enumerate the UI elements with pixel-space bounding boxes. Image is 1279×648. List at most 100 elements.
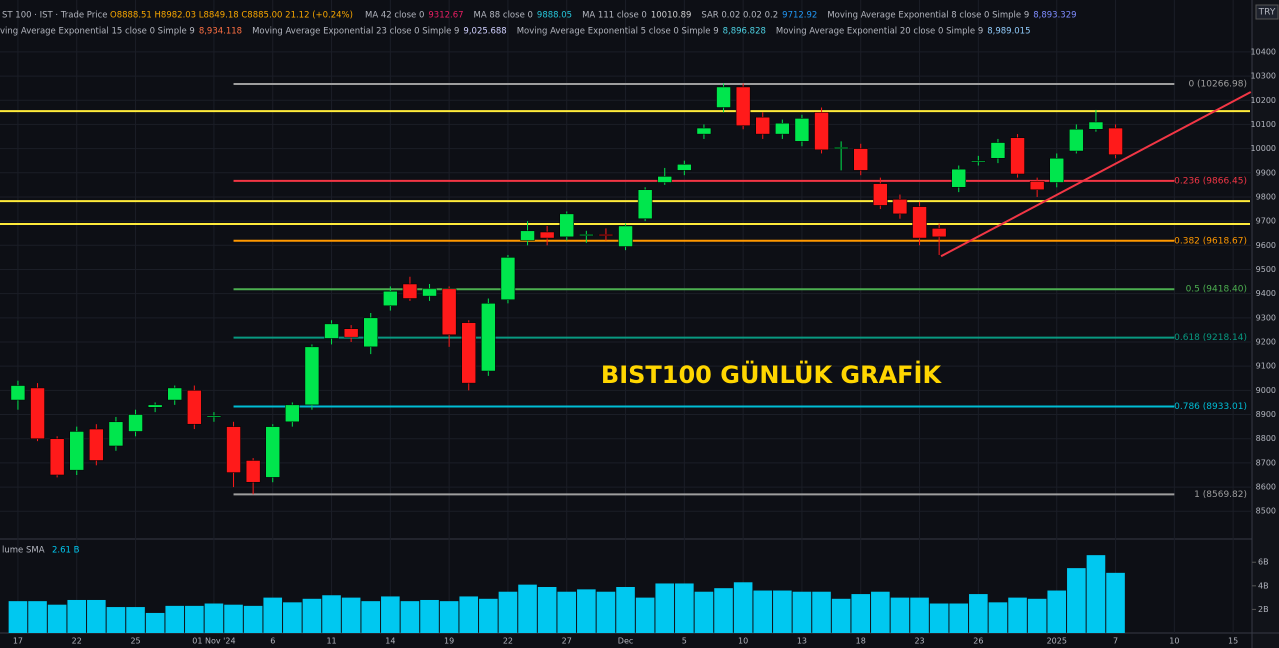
volume-bar [1047, 590, 1067, 633]
y-tick-label: 9500 [1256, 265, 1276, 274]
candle-body [402, 283, 418, 299]
candle-body [324, 323, 339, 339]
candle-body [343, 328, 359, 338]
fib-label: 0.786 (8933.01) [1174, 402, 1247, 412]
indicator-value: 8,989.015 [987, 27, 1030, 37]
indicator-name: MA 88 close 0 [474, 11, 533, 21]
candle-body [1108, 127, 1123, 155]
indicator-value: 8,896.828 [723, 27, 766, 37]
candle-body [89, 428, 104, 461]
candle-body [167, 387, 182, 401]
volume-bar [381, 596, 400, 633]
y-tick-label: 8900 [1256, 410, 1276, 419]
candle-body [520, 230, 535, 241]
volume-bar [694, 591, 714, 633]
volume-bar [831, 598, 851, 633]
volume-bar [459, 596, 479, 633]
candle-body [128, 414, 143, 432]
candle-body [853, 148, 868, 171]
candle-body [1069, 129, 1084, 152]
candle-body [30, 387, 45, 439]
volume-bar [1067, 568, 1086, 633]
candle-body [245, 460, 261, 483]
candle-body [108, 421, 124, 447]
y-tick-label: 8800 [1256, 434, 1276, 443]
volume-bar [616, 587, 635, 633]
candle-body [441, 288, 457, 336]
volume-bar [518, 584, 537, 633]
volume-bar [420, 599, 439, 633]
x-tick-label: 14 [385, 637, 395, 646]
y-tick-label: 10000 [1251, 144, 1276, 153]
volume-bar [969, 594, 988, 633]
volume-bar [8, 601, 28, 633]
volume-bar [361, 601, 381, 633]
candle-body [755, 116, 770, 135]
candle-body [716, 86, 731, 108]
volume-bar [67, 599, 87, 633]
volume-bar [479, 598, 498, 633]
y-tick-label: 10100 [1251, 120, 1276, 129]
volume-sma: 2.61 B [52, 546, 80, 556]
indicator-name: Moving Average Exponential 23 close 0 Si… [252, 27, 459, 37]
candle-body [735, 86, 751, 126]
volume-bar [675, 583, 694, 633]
y-tick-label: 9800 [1256, 192, 1276, 201]
candle-body [1029, 180, 1045, 190]
candle-body [677, 164, 692, 171]
volume-bar [302, 598, 322, 633]
candle-body [579, 234, 594, 236]
candle-body [931, 228, 947, 238]
candle-body [363, 317, 378, 348]
volume-bar [890, 597, 910, 633]
x-tick-label: 22 [503, 637, 513, 646]
volume-bar [635, 597, 655, 633]
candle-body [637, 189, 653, 219]
currency: TRY [1258, 8, 1276, 18]
candle-body [1049, 158, 1064, 183]
indicator-name: MA 111 close 0 [582, 11, 647, 21]
fib-label: 0.5 (9418.40) [1186, 285, 1247, 295]
x-tick-label: 13 [797, 637, 807, 646]
candle-body [1010, 137, 1025, 175]
candle-body [422, 288, 437, 297]
candle-body [285, 404, 300, 423]
volume-bar [733, 582, 753, 633]
candle-body [265, 426, 280, 478]
volume-bar [1008, 597, 1027, 633]
y-tick-label: 10300 [1251, 72, 1276, 81]
x-tick-label: 22 [72, 637, 82, 646]
x-tick-label: 18 [856, 637, 866, 646]
candle-body [304, 346, 320, 406]
candle-body [833, 147, 849, 149]
candle-body [657, 176, 672, 183]
candle-body [990, 142, 1006, 159]
volume-bar [714, 588, 733, 633]
candle-body [598, 234, 614, 236]
indicator-value: 9712.92 [782, 11, 817, 21]
candle-body [912, 206, 927, 239]
x-tick-label: 15 [1228, 637, 1238, 646]
indicator-value: 9312.67 [428, 11, 463, 21]
trendline [940, 91, 1252, 258]
currency-box [1255, 4, 1279, 20]
x-tick-label: 2025 [1047, 637, 1067, 646]
y-tick-label: 9300 [1256, 313, 1276, 322]
volume-bar [910, 597, 929, 633]
candle-body [226, 426, 241, 473]
y-tick-label: 9900 [1256, 168, 1276, 177]
x-tick-label: 23 [914, 637, 924, 646]
fib-label: 0.618 (9218.14) [1174, 333, 1247, 343]
y-tick-label: 9200 [1256, 338, 1276, 347]
y-tick-label: 9400 [1256, 289, 1276, 298]
candle-body [187, 390, 202, 425]
volume-tick-label: 4B [1258, 581, 1269, 590]
volume-bar [263, 597, 283, 633]
y-tick-label: 8500 [1256, 507, 1276, 516]
candle-body [951, 168, 966, 188]
volume-bar [753, 590, 773, 633]
candle-body [618, 225, 633, 247]
candle-body [500, 257, 516, 300]
